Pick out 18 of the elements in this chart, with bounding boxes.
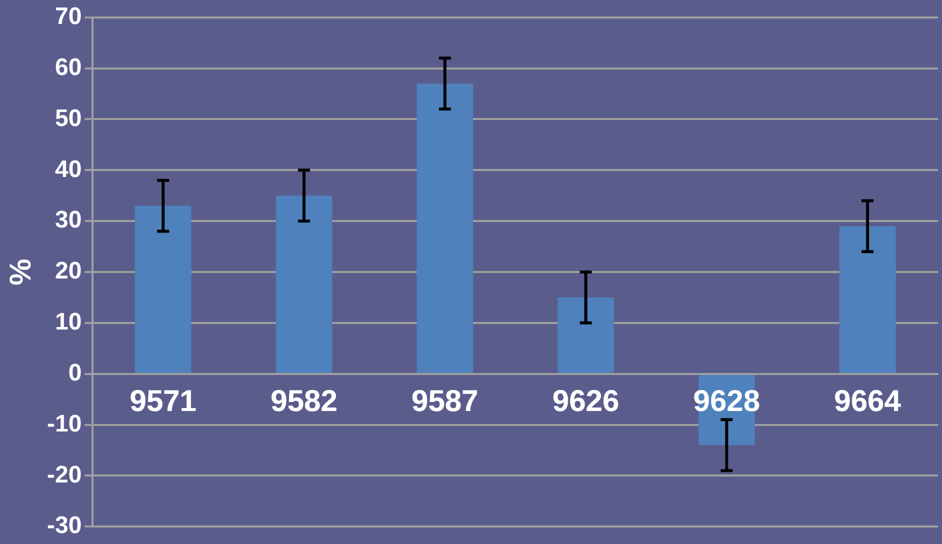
y-tick-label: 60 [54, 54, 82, 81]
y-tick-label: -20 [47, 461, 82, 488]
x-tick-label: 9626 [552, 385, 620, 418]
y-tick-label: 50 [54, 104, 82, 132]
y-axis-title: % [4, 258, 38, 286]
y-tick-label: 20 [54, 258, 82, 285]
y-tick-label: 70 [54, 3, 82, 30]
y-tick-label: 10 [54, 308, 82, 336]
y-tick-label: -30 [47, 512, 82, 540]
y-tick-label: 0 [68, 359, 82, 386]
x-tick-label: 9628 [693, 385, 760, 418]
x-tick-label: 9582 [270, 385, 338, 418]
y-tick-label: -10 [47, 410, 82, 438]
x-tick-label: 9587 [412, 385, 478, 418]
x-tick-label: 9571 [130, 385, 197, 418]
x-tick-label: 9664 [834, 385, 902, 418]
y-tick-label: 30 [54, 206, 82, 234]
y-tick-label: 40 [54, 156, 82, 183]
